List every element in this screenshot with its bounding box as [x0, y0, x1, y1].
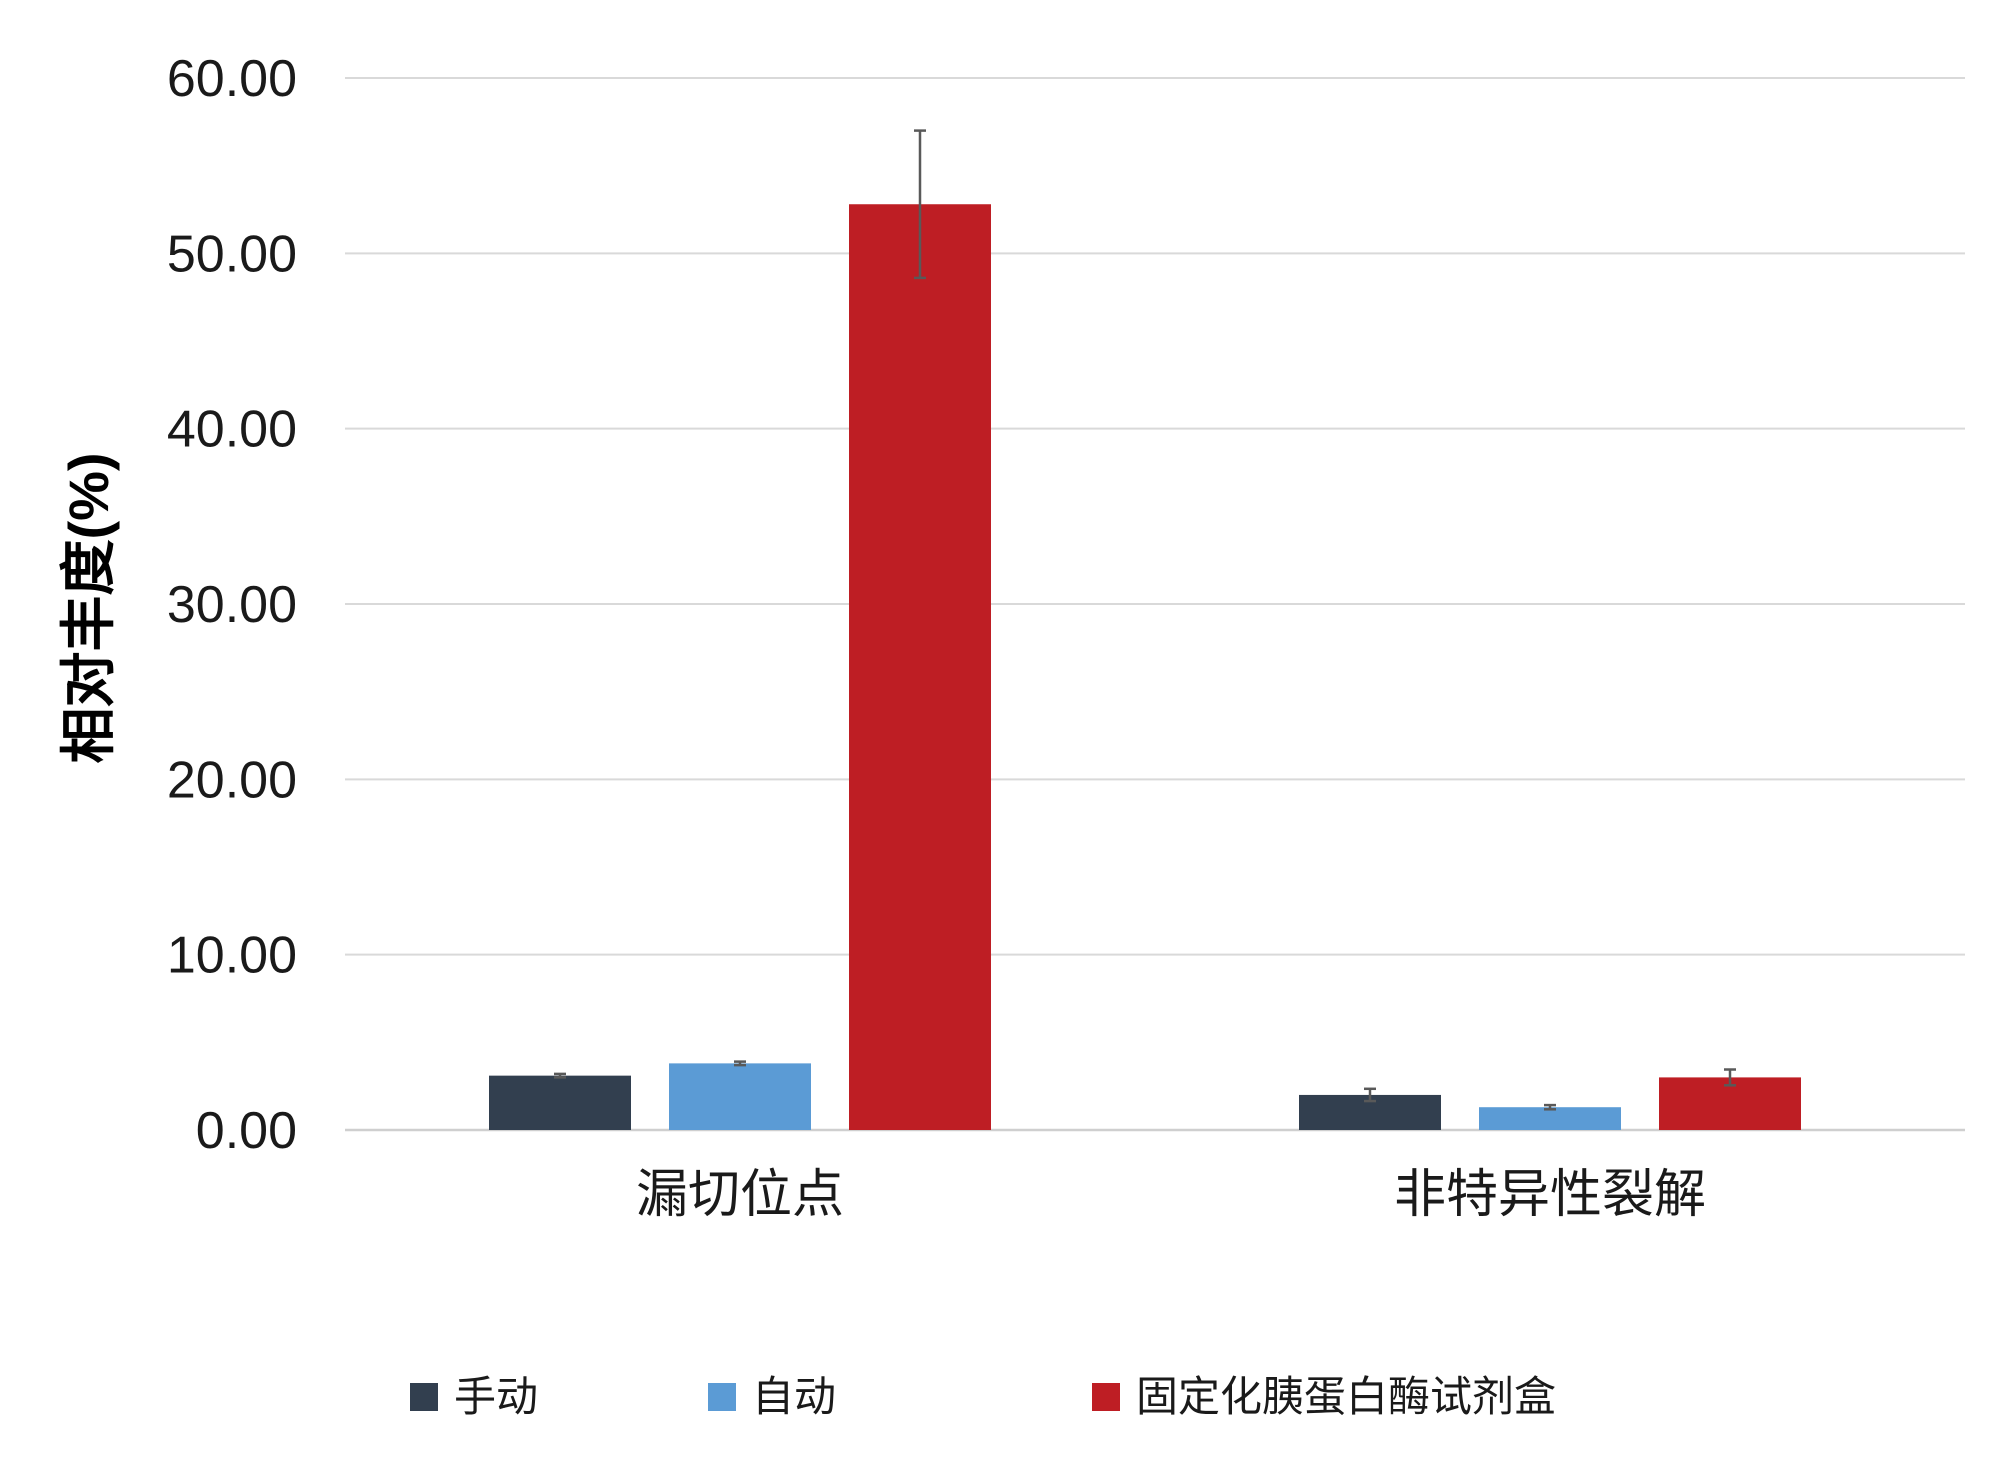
legend-label: 手动: [454, 1373, 538, 1420]
y-axis-ticks: 0.00 10.00 20.00 30.00 40.00 50.00 60.00: [167, 50, 297, 1160]
error-bar: [1724, 1068, 1736, 1087]
y-tick-label: 40.00: [167, 401, 297, 459]
legend-swatch: [1092, 1383, 1120, 1411]
y-tick-label: 10.00: [167, 927, 297, 985]
legend-label: 固定化胰蛋白酶试剂盒: [1136, 1373, 1556, 1420]
y-tick-label: 60.00: [167, 50, 297, 108]
bar: [1479, 1107, 1621, 1130]
y-axis-title: 相对丰度(%): [57, 452, 120, 763]
legend-item: 固定化胰蛋白酶试剂盒: [1092, 1373, 1556, 1420]
legend-item: 自动: [708, 1373, 836, 1420]
gridlines: [345, 77, 1965, 1132]
error-bar: [914, 129, 926, 280]
legend: 手动 自动 固定化胰蛋白酶试剂盒: [410, 1373, 1556, 1420]
legend-swatch: [708, 1383, 736, 1411]
error-bars: [554, 129, 1736, 1111]
error-bar: [1544, 1103, 1556, 1111]
bar: [489, 1075, 631, 1130]
legend-item: 手动: [410, 1373, 538, 1420]
x-category-label: 漏切位点: [636, 1166, 844, 1224]
bars: [489, 204, 1801, 1131]
x-axis-categories: 漏切位点 非特异性裂解: [636, 1166, 1706, 1224]
legend-label: 自动: [752, 1373, 836, 1420]
y-tick-label: 50.00: [167, 225, 297, 283]
y-tick-label: 20.00: [167, 751, 297, 809]
y-tick-label: 30.00: [167, 576, 297, 634]
error-bar: [554, 1072, 566, 1079]
bar: [849, 204, 991, 1131]
bar: [669, 1063, 811, 1130]
y-tick-label: 0.00: [196, 1102, 297, 1160]
legend-swatch: [410, 1383, 438, 1411]
x-category-label: 非特异性裂解: [1394, 1166, 1706, 1224]
error-bar: [734, 1060, 746, 1067]
error-bar: [1364, 1087, 1376, 1103]
